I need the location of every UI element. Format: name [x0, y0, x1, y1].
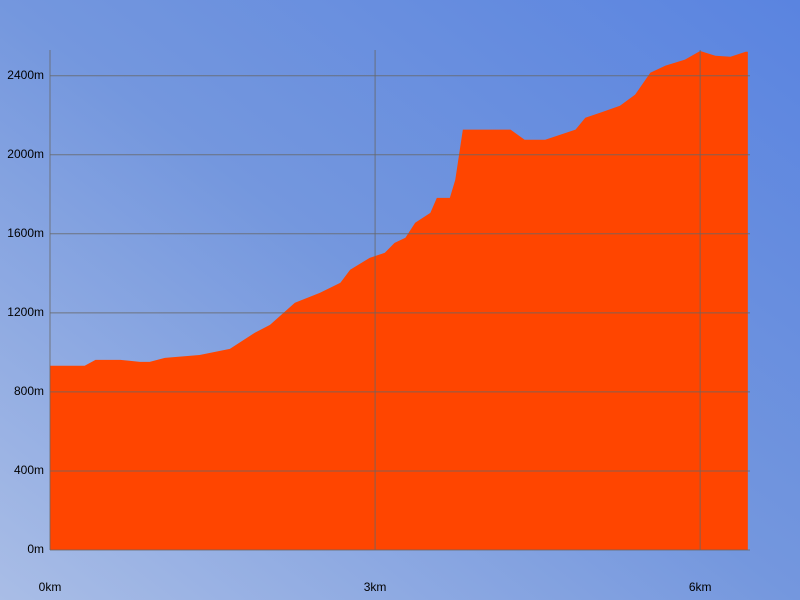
y-tick-label: 1600m: [7, 226, 44, 240]
elevation-area: [50, 50, 748, 550]
x-tick-label: 6km: [689, 580, 712, 594]
y-tick-label: 2400m: [7, 68, 44, 82]
y-tick-label: 0m: [27, 542, 44, 556]
y-tick-label: 400m: [14, 463, 44, 477]
x-tick-label: 3km: [364, 580, 387, 594]
y-tick-label: 1200m: [7, 305, 44, 319]
x-tick-label: 0km: [39, 580, 62, 594]
y-tick-label: 2000m: [7, 147, 44, 161]
y-tick-label: 800m: [14, 384, 44, 398]
